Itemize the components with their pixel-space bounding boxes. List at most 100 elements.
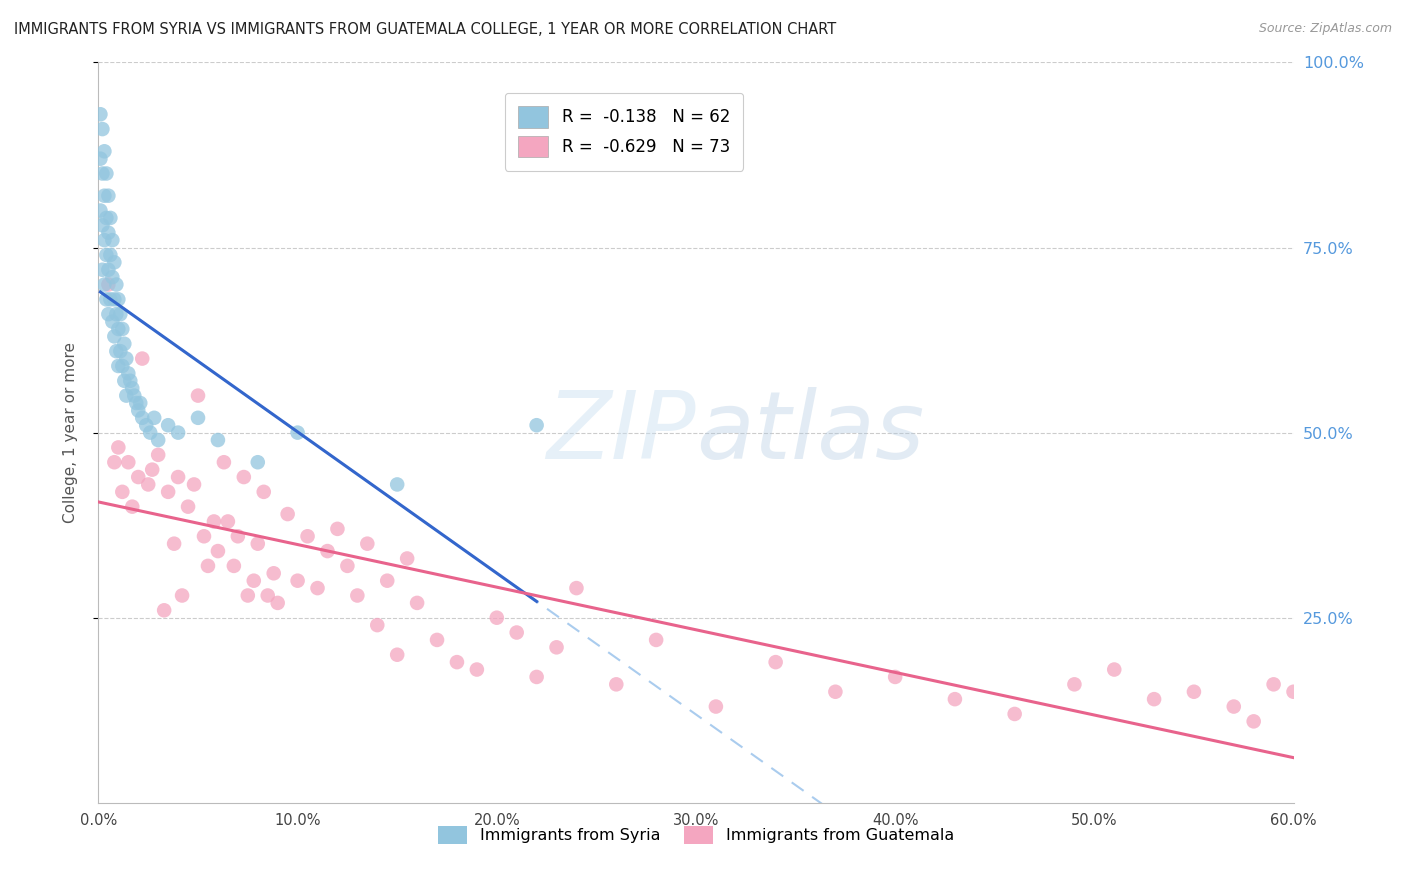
Point <box>385 648 409 662</box>
Point <box>605 677 627 691</box>
Point <box>120 374 142 388</box>
Point <box>101 270 124 285</box>
Point <box>96 293 118 307</box>
Point <box>197 558 219 573</box>
Point <box>183 477 205 491</box>
Legend: Immigrants from Syria, Immigrants from Guatemala: Immigrants from Syria, Immigrants from G… <box>432 819 960 850</box>
Point <box>287 574 309 588</box>
Point <box>212 455 235 469</box>
Point <box>97 226 120 240</box>
Point <box>1282 685 1305 699</box>
Point <box>89 107 111 121</box>
Point <box>139 425 162 440</box>
Point <box>157 418 180 433</box>
Point <box>129 396 152 410</box>
Point <box>93 188 115 202</box>
Point <box>177 500 200 514</box>
Point <box>97 307 120 321</box>
Point <box>824 685 846 699</box>
Point <box>172 589 194 603</box>
Point <box>105 277 128 292</box>
Point <box>131 410 153 425</box>
Point <box>287 425 309 440</box>
Point <box>111 359 134 373</box>
Point <box>375 574 398 588</box>
Point <box>97 277 120 292</box>
Point <box>89 152 111 166</box>
Text: atlas: atlas <box>696 387 924 478</box>
Point <box>243 574 266 588</box>
Point <box>125 396 148 410</box>
Point <box>131 351 153 366</box>
Point <box>943 692 966 706</box>
Point <box>446 655 468 669</box>
Point <box>267 596 290 610</box>
Point <box>112 374 135 388</box>
Point <box>565 581 588 595</box>
Point <box>316 544 339 558</box>
Y-axis label: College, 1 year or more: College, 1 year or more <box>63 343 77 523</box>
Point <box>546 640 568 655</box>
Point <box>93 277 115 292</box>
Point <box>110 307 132 321</box>
Point <box>207 433 229 447</box>
Point <box>163 536 186 550</box>
Point <box>326 522 349 536</box>
Point <box>167 470 190 484</box>
Point <box>91 219 114 233</box>
Point <box>506 625 529 640</box>
Point <box>1223 699 1246 714</box>
Point <box>148 433 170 447</box>
Point <box>91 262 114 277</box>
Point <box>105 344 128 359</box>
Point <box>117 455 139 469</box>
Point <box>115 351 138 366</box>
Point <box>107 293 129 307</box>
Point <box>222 558 245 573</box>
Point <box>232 470 254 484</box>
Point <box>98 211 122 225</box>
Point <box>103 293 125 307</box>
Point <box>256 589 278 603</box>
Point <box>117 367 139 381</box>
Point <box>111 322 134 336</box>
Point <box>526 670 548 684</box>
Point <box>148 448 170 462</box>
Point <box>465 663 488 677</box>
Point <box>101 314 124 328</box>
Point <box>135 418 157 433</box>
Point <box>111 484 134 499</box>
Point <box>366 618 388 632</box>
Point <box>127 470 149 484</box>
Point <box>193 529 215 543</box>
Point <box>103 455 125 469</box>
Point <box>246 536 269 550</box>
Point <box>217 515 239 529</box>
Point <box>884 670 907 684</box>
Point <box>96 211 118 225</box>
Point <box>1063 677 1085 691</box>
Point <box>346 589 368 603</box>
Point <box>187 388 209 402</box>
Point <box>124 388 146 402</box>
Point <box>1263 677 1285 691</box>
Point <box>96 166 118 180</box>
Point <box>96 248 118 262</box>
Point <box>526 418 548 433</box>
Point <box>97 188 120 202</box>
Text: ZIP: ZIP <box>547 387 696 478</box>
Point <box>246 455 269 469</box>
Point <box>127 403 149 417</box>
Point <box>107 322 129 336</box>
Point <box>153 603 176 617</box>
Point <box>1143 692 1166 706</box>
Point <box>1104 663 1126 677</box>
Point <box>110 344 132 359</box>
Point <box>1182 685 1205 699</box>
Point <box>253 484 276 499</box>
Point <box>97 262 120 277</box>
Point <box>202 515 225 529</box>
Point <box>121 500 143 514</box>
Point <box>101 233 124 247</box>
Point <box>1004 706 1026 721</box>
